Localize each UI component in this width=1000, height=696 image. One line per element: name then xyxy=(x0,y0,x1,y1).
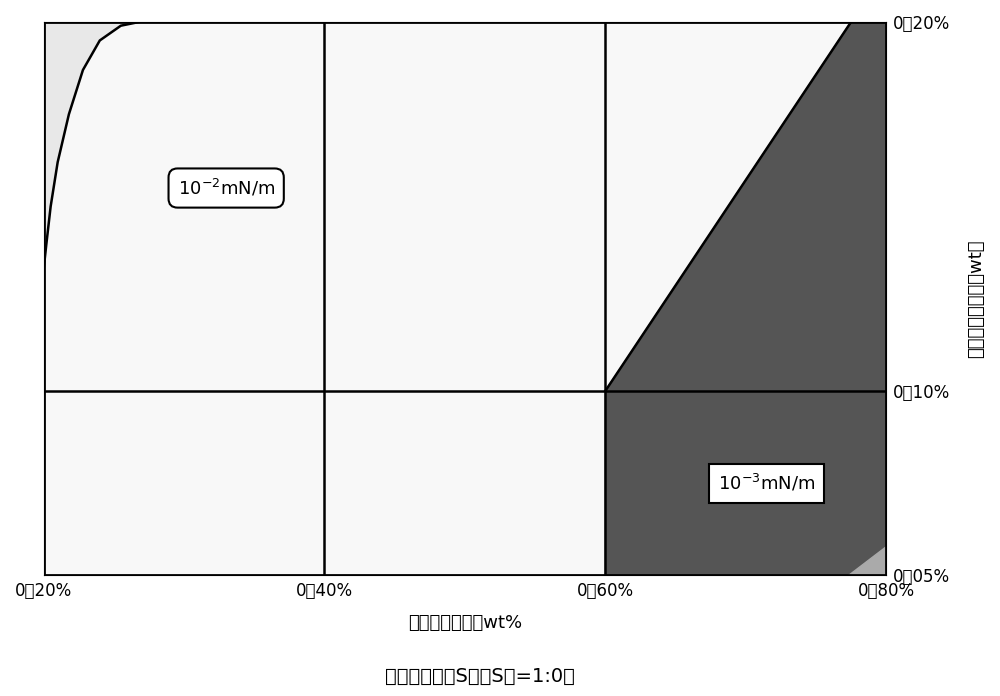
Text: $10^{-2}$mN/m: $10^{-2}$mN/m xyxy=(178,177,275,198)
Text: 界面活性图（S烷：S石=1:0）: 界面活性图（S烷：S石=1:0） xyxy=(385,667,575,686)
Polygon shape xyxy=(605,22,886,576)
Text: $10^{-3}$mN/m: $10^{-3}$mN/m xyxy=(718,473,815,493)
X-axis label: 氢氧化钠浓度，wt%: 氢氧化钠浓度，wt% xyxy=(408,615,522,632)
Polygon shape xyxy=(44,22,139,269)
Polygon shape xyxy=(848,546,886,576)
Y-axis label: 表面活性剂浓度，wt％: 表面活性剂浓度，wt％ xyxy=(967,239,985,358)
